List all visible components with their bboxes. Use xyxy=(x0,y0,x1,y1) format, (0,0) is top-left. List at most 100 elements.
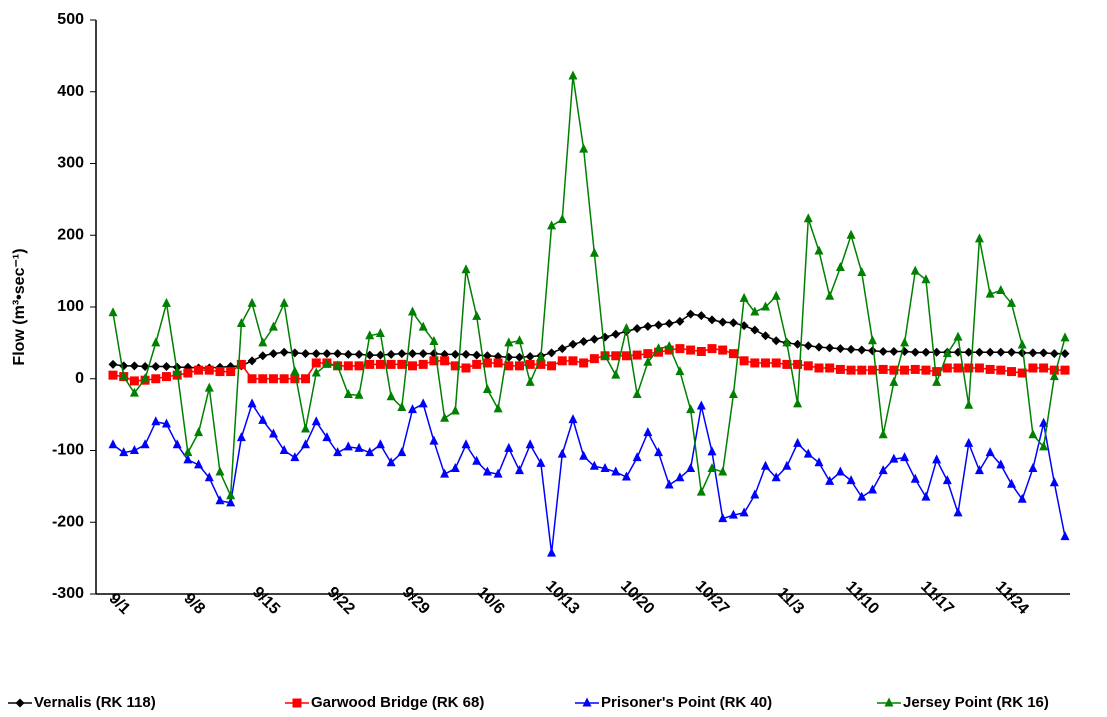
data-point xyxy=(835,364,845,374)
data-point xyxy=(408,306,418,316)
data-point xyxy=(964,399,974,409)
data-point xyxy=(397,349,407,359)
data-point xyxy=(921,274,931,284)
data-point xyxy=(129,361,139,371)
data-point xyxy=(290,374,300,384)
data-point xyxy=(1060,365,1070,375)
data-point xyxy=(568,70,578,80)
data-point xyxy=(194,427,204,437)
data-point xyxy=(343,361,353,371)
data-point xyxy=(215,367,225,377)
data-point xyxy=(910,265,920,275)
data-point xyxy=(686,345,696,355)
data-point xyxy=(579,336,589,346)
data-point xyxy=(1017,493,1027,503)
data-point xyxy=(932,454,942,464)
data-point xyxy=(985,364,995,374)
data-point xyxy=(696,346,706,356)
data-point xyxy=(996,365,1006,375)
data-point xyxy=(536,351,546,361)
data-point xyxy=(418,349,428,359)
data-point xyxy=(333,447,343,457)
data-point xyxy=(643,356,653,366)
data-point xyxy=(547,348,557,358)
data-point xyxy=(247,297,257,307)
data-point xyxy=(129,376,139,386)
data-point xyxy=(119,361,129,371)
data-point xyxy=(365,359,375,369)
data-point xyxy=(236,318,246,328)
data-point xyxy=(686,309,696,319)
data-point xyxy=(857,267,867,277)
data-point xyxy=(236,359,246,369)
data-point xyxy=(803,341,813,351)
data-point xyxy=(857,491,867,501)
data-point xyxy=(290,366,300,376)
data-point xyxy=(889,346,899,356)
x-tick-label: 11/17 xyxy=(917,578,957,618)
data-point xyxy=(964,437,974,447)
data-point xyxy=(172,439,182,449)
data-point xyxy=(771,358,781,368)
data-point xyxy=(151,337,161,347)
data-point xyxy=(375,439,385,449)
legend-label: Vernalis (RK 118) xyxy=(34,694,156,711)
data-point xyxy=(215,495,225,505)
data-point xyxy=(108,359,118,369)
data-point xyxy=(867,365,877,375)
data-point xyxy=(760,358,770,368)
data-point xyxy=(739,292,749,302)
y-tick-label: 100 xyxy=(57,298,84,315)
data-point xyxy=(536,457,546,467)
series-line xyxy=(112,75,1066,497)
data-point xyxy=(964,347,974,357)
data-point xyxy=(461,264,471,274)
data-point xyxy=(825,475,835,485)
data-point xyxy=(654,347,664,357)
data-point xyxy=(611,329,621,339)
data-point xyxy=(654,320,664,330)
data-point xyxy=(846,475,856,485)
data-point xyxy=(268,374,278,384)
y-tick-label: 0 xyxy=(75,370,84,387)
data-point xyxy=(1039,348,1049,358)
data-point xyxy=(739,507,749,517)
data-point xyxy=(932,367,942,377)
data-point xyxy=(1060,349,1070,359)
x-tick-label: 10/27 xyxy=(692,577,732,617)
data-point xyxy=(557,448,567,458)
data-point xyxy=(408,404,418,414)
data-point xyxy=(846,229,856,239)
data-point xyxy=(867,346,877,356)
data-point xyxy=(664,479,674,489)
data-point xyxy=(1017,339,1027,349)
data-point xyxy=(108,439,118,449)
data-point xyxy=(835,466,845,476)
data-point xyxy=(825,363,835,373)
data-point xyxy=(493,468,503,478)
data-point xyxy=(108,307,118,317)
data-point xyxy=(782,337,792,347)
data-point xyxy=(632,389,642,399)
data-point xyxy=(365,330,375,340)
data-point xyxy=(621,351,631,361)
data-point xyxy=(386,457,396,467)
data-point xyxy=(857,345,867,355)
data-point xyxy=(129,445,139,454)
data-point xyxy=(1007,347,1017,357)
data-point xyxy=(375,359,385,369)
data-point xyxy=(514,361,524,371)
data-point xyxy=(258,337,268,347)
data-point xyxy=(953,363,963,373)
data-point xyxy=(814,245,824,255)
data-point xyxy=(568,356,578,366)
data-point xyxy=(204,365,214,375)
data-point xyxy=(803,213,813,223)
x-tick-label: 9/15 xyxy=(249,584,283,618)
data-point xyxy=(343,441,353,451)
data-point xyxy=(664,340,674,350)
data-point xyxy=(183,368,193,378)
data-point xyxy=(129,387,139,397)
data-point xyxy=(408,361,418,371)
data-point xyxy=(1007,478,1017,488)
